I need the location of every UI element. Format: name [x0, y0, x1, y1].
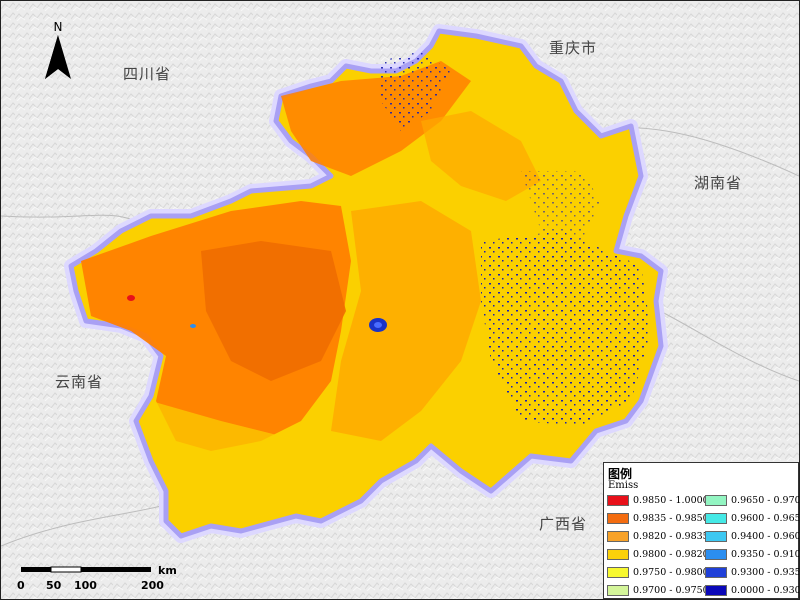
legend-swatch: [705, 530, 727, 542]
label-hunan: 湖南省: [694, 174, 743, 192]
water-spot: [190, 324, 196, 328]
legend-label: 0.0000 - 0.9300: [731, 584, 800, 596]
legend-subtitle: Emiss: [608, 480, 639, 491]
legend-swatch: [705, 566, 727, 578]
low-emissivity-speckle: [381, 51, 451, 131]
reservoir-water: [374, 322, 382, 328]
yellow-emissivity-zone: [151, 401, 351, 521]
legend-item: 0.9300 - 0.9350: [705, 565, 800, 579]
legend-label: 0.9850 - 1.0000: [633, 494, 709, 506]
scale-bar: [21, 566, 151, 573]
legend-item: 0.9700 - 0.9750: [607, 583, 709, 597]
legend-swatch: [607, 530, 629, 542]
legend-swatch: [607, 494, 629, 506]
legend-swatch: [705, 584, 727, 596]
legend-label: 0.9400 - 0.9600: [731, 530, 800, 542]
scale-label-100: 100: [74, 579, 97, 592]
legend-swatch: [607, 512, 629, 524]
scale-label-200: 200: [141, 579, 164, 592]
light-orange-emissivity-zone: [421, 111, 541, 201]
light-orange-emissivity-zone: [331, 201, 481, 441]
label-chongqing: 重庆市: [549, 39, 598, 57]
north-label: N: [54, 20, 63, 34]
low-emissivity-speckle: [481, 231, 651, 426]
legend: 图例 Emiss 0.9850 - 1.0000 0.9835 - 0.9850…: [603, 462, 799, 599]
legend-swatch: [705, 512, 727, 524]
scale-label-0: 0: [17, 579, 25, 592]
label-yunnan: 云南省: [55, 373, 104, 391]
legend-swatch: [607, 584, 629, 596]
legend-label: 0.9835 - 0.9850: [633, 512, 709, 524]
north-arrow-icon: N: [45, 20, 71, 79]
legend-item: 0.9600 - 0.9650: [705, 511, 800, 525]
legend-swatch: [607, 566, 629, 578]
legend-label: 0.9820 - 0.9835: [633, 530, 709, 542]
legend-item: 0.9820 - 0.9835: [607, 529, 709, 543]
legend-item: 0.9650 - 0.9700: [705, 493, 800, 507]
legend-swatch: [607, 548, 629, 560]
legend-label: 0.9800 - 0.9820: [633, 548, 709, 560]
legend-label: 0.9650 - 0.9700: [731, 494, 800, 506]
legend-swatch: [705, 548, 727, 560]
legend-label: 0.9750 - 0.9800: [633, 566, 709, 578]
legend-item: 0.0000 - 0.9300: [705, 583, 800, 597]
legend-item: 0.9800 - 0.9820: [607, 547, 709, 561]
scale-unit: km: [158, 564, 177, 577]
legend-item: 0.9835 - 0.9850: [607, 511, 709, 525]
label-guangxi: 广西省: [539, 515, 588, 533]
legend-title: 图例: [608, 467, 633, 481]
legend-label: 0.9600 - 0.9650: [731, 512, 800, 524]
legend-label: 0.9300 - 0.9350: [731, 566, 800, 578]
deep-orange-emissivity-zone: [201, 241, 346, 381]
legend-item: 0.9850 - 1.0000: [607, 493, 709, 507]
legend-label: 0.9700 - 0.9750: [633, 584, 709, 596]
high-emissivity-spot: [127, 295, 135, 301]
scale-label-50: 50: [46, 579, 62, 592]
legend-item: 0.9750 - 0.9800: [607, 565, 709, 579]
legend-swatch: [705, 494, 727, 506]
legend-item: 0.9350 - 0.9100: [705, 547, 800, 561]
legend-item: 0.9400 - 0.9600: [705, 529, 800, 543]
low-emissivity-speckle: [521, 171, 601, 241]
label-sichuan: 四川省: [123, 65, 172, 83]
legend-label: 0.9350 - 0.9100: [731, 548, 800, 560]
